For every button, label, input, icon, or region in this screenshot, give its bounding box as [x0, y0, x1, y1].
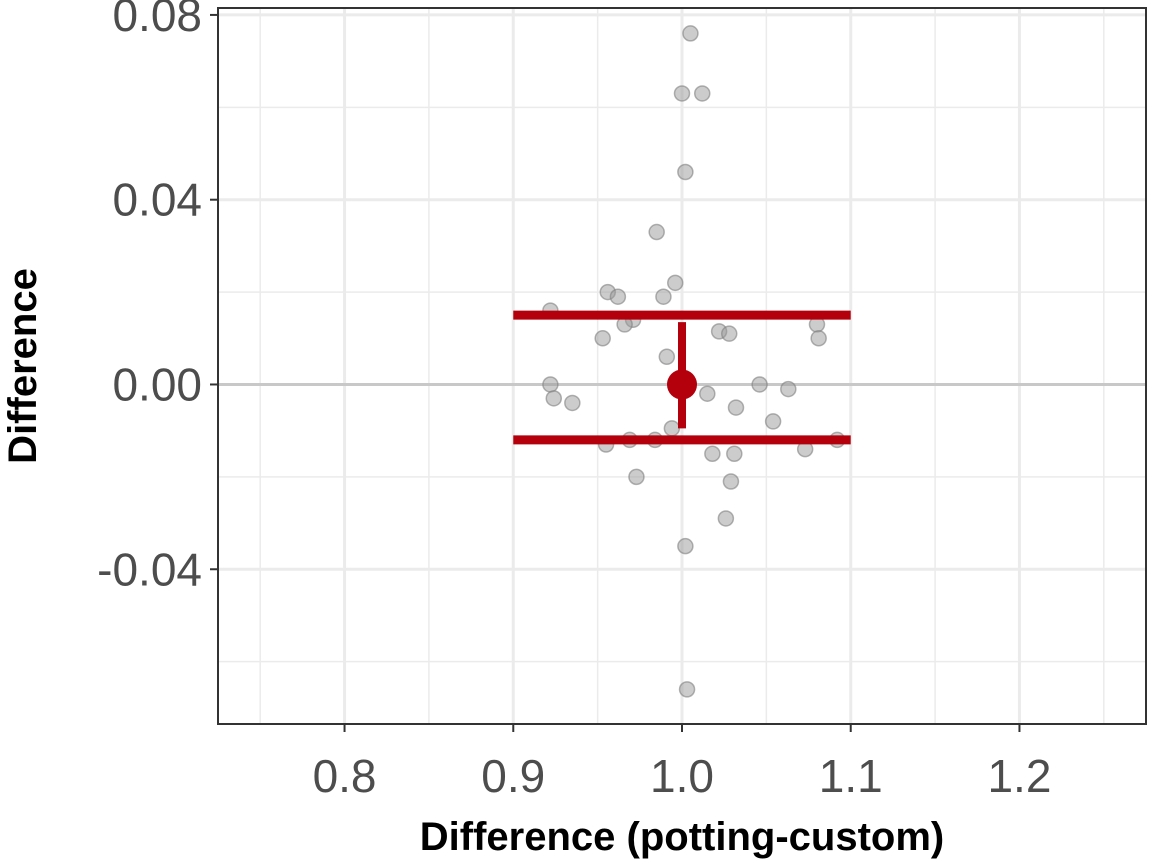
- data-point: [609, 288, 627, 305]
- data-point: [545, 390, 563, 407]
- data-point: [751, 376, 768, 393]
- data-point: [780, 380, 797, 398]
- data-point: [673, 85, 691, 102]
- data-point: [720, 325, 738, 342]
- x-tick-label: 1.2: [987, 750, 1051, 802]
- data-point: [667, 274, 684, 292]
- data-point: [693, 85, 711, 102]
- data-point: [727, 399, 745, 416]
- x-axis-title: Difference (potting-custom): [420, 815, 944, 859]
- data-point: [682, 25, 699, 42]
- data-point: [726, 445, 743, 463]
- data-point: [564, 394, 581, 412]
- x-tick-label: 0.9: [481, 750, 545, 802]
- y-tick-label: 0.08: [112, 0, 202, 41]
- data-point: [542, 376, 559, 393]
- data-point: [655, 288, 672, 305]
- summary-overlay: [513, 310, 851, 445]
- data-point: [658, 348, 676, 366]
- data-point: [628, 468, 645, 486]
- y-tick-label: -0.04: [97, 543, 202, 595]
- axes: 0.8 0.9 1.0 1.1 1.2 0.08 0.04 0.00 -0.04: [97, 0, 1051, 802]
- data-point: [722, 473, 740, 490]
- data-point: [764, 413, 782, 430]
- data-point: [663, 420, 681, 437]
- data-point: [678, 681, 696, 698]
- data-point: [648, 223, 665, 241]
- data-point: [677, 537, 694, 555]
- data-point: [717, 510, 735, 527]
- x-tick-label: 1.1: [819, 750, 883, 802]
- y-tick-label: 0.00: [112, 358, 202, 410]
- data-points: [542, 25, 846, 698]
- data-point: [594, 330, 611, 347]
- x-tick-label: 1.0: [650, 750, 714, 802]
- data-point: [677, 163, 694, 181]
- mean-point: [667, 369, 697, 400]
- y-axis-title: Difference: [1, 268, 45, 464]
- data-point: [810, 330, 827, 347]
- data-point: [704, 445, 721, 463]
- y-tick-label: 0.04: [112, 174, 202, 226]
- x-tick-label: 0.8: [313, 750, 377, 802]
- data-point: [699, 385, 716, 402]
